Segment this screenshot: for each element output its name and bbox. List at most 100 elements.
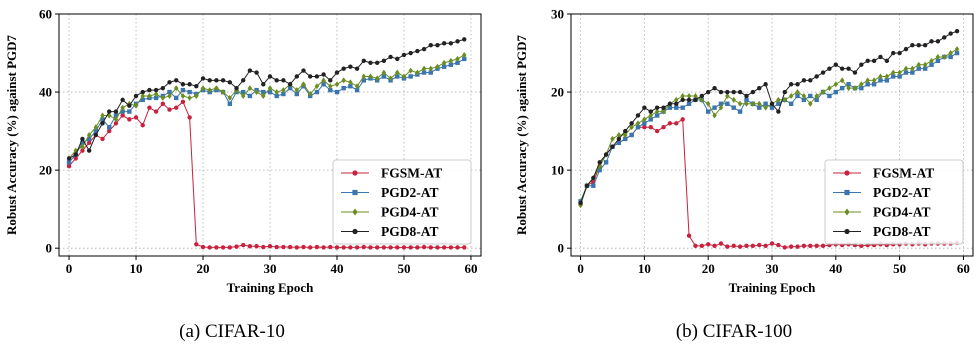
- data-point-diamond: [808, 100, 813, 107]
- data-point: [287, 82, 293, 87]
- series-pgd8-at: [578, 28, 960, 206]
- data-point: [705, 242, 711, 247]
- data-point-square: [86, 136, 92, 142]
- data-point: [462, 37, 467, 42]
- data-point-square: [725, 101, 730, 106]
- data-point: [314, 74, 320, 79]
- data-point-diamond: [247, 85, 253, 92]
- data-point-diamond: [395, 69, 400, 76]
- data-point-diamond: [415, 69, 420, 76]
- data-point-diamond: [354, 83, 360, 90]
- data-point-diamond: [321, 77, 326, 84]
- data-point-diamond: [113, 116, 119, 123]
- data-point-square: [455, 60, 460, 65]
- data-point: [922, 43, 928, 48]
- data-point-square: [321, 82, 326, 87]
- data-point: [415, 48, 420, 54]
- data-point-diamond: [897, 69, 902, 76]
- data-point-diamond: [428, 65, 433, 72]
- data-point: [750, 243, 756, 249]
- data-point-diamond: [307, 91, 313, 97]
- data-point-diamond: [120, 104, 125, 111]
- data-point-diamond: [833, 81, 839, 88]
- data-point-square: [294, 91, 299, 97]
- data-point: [341, 66, 346, 71]
- data-point: [891, 50, 896, 56]
- data-point: [844, 228, 850, 235]
- x-tick-label: 30: [264, 261, 277, 276]
- data-point-square: [648, 117, 653, 122]
- data-point-diamond: [827, 85, 832, 92]
- data-point-diamond: [301, 81, 306, 88]
- data-point: [147, 87, 152, 93]
- data-point: [942, 35, 947, 40]
- data-point: [160, 85, 166, 91]
- data-point: [916, 43, 921, 48]
- data-point: [281, 78, 286, 83]
- data-point-square: [113, 113, 119, 118]
- series-pgd4-at: [66, 52, 467, 162]
- data-point-diamond: [455, 55, 460, 62]
- data-point-diamond: [635, 120, 641, 127]
- data-point: [153, 109, 159, 114]
- data-point: [127, 117, 132, 122]
- data-point: [220, 245, 226, 250]
- data-point-diamond: [725, 92, 730, 99]
- data-point: [227, 245, 233, 250]
- data-point: [629, 121, 634, 126]
- data-point: [254, 244, 259, 249]
- data-point: [194, 84, 199, 89]
- data-point: [846, 66, 851, 71]
- data-point: [591, 175, 596, 181]
- data-point: [661, 124, 666, 130]
- data-point-diamond: [903, 65, 909, 72]
- data-point: [737, 89, 743, 95]
- data-point-square: [839, 85, 845, 91]
- data-point: [107, 109, 112, 114]
- data-point-diamond: [820, 89, 826, 96]
- data-point-diamond: [910, 65, 915, 72]
- data-point: [80, 148, 85, 153]
- data-point: [368, 245, 373, 250]
- data-point: [401, 52, 407, 58]
- data-point-square: [801, 97, 807, 103]
- data-point: [757, 242, 762, 248]
- legend-label: PGD4-AT: [873, 205, 931, 220]
- data-point-diamond: [782, 96, 787, 103]
- data-point-square: [441, 64, 447, 69]
- data-point: [321, 245, 326, 250]
- data-point: [667, 101, 673, 106]
- data-point-square: [616, 140, 622, 146]
- data-point-diamond: [757, 100, 762, 107]
- data-point-diamond: [942, 53, 947, 60]
- data-point: [334, 70, 340, 75]
- data-point-square: [227, 101, 233, 106]
- data-point-diamond: [100, 112, 105, 119]
- data-point: [220, 78, 226, 83]
- data-point-diamond: [281, 87, 286, 94]
- data-point-square: [916, 66, 921, 71]
- data-point: [133, 93, 139, 99]
- data-point: [241, 242, 246, 248]
- data-point: [234, 244, 239, 249]
- data-point: [294, 245, 299, 250]
- data-point: [441, 41, 447, 46]
- data-point: [776, 242, 781, 248]
- data-point-diamond: [712, 112, 717, 119]
- data-point-square: [680, 105, 685, 110]
- figure-caption: (a) CIFAR-10: [179, 321, 285, 342]
- data-point: [744, 93, 749, 99]
- data-point: [725, 89, 730, 95]
- data-point-diamond: [254, 89, 259, 96]
- data-point-diamond: [294, 87, 300, 94]
- data-point: [395, 56, 400, 62]
- data-point: [731, 243, 736, 249]
- data-point: [120, 113, 125, 118]
- data-point: [328, 78, 333, 83]
- data-point-square: [167, 89, 172, 95]
- data-point: [93, 132, 99, 138]
- data-point-diamond: [776, 96, 781, 103]
- data-point-square: [897, 74, 902, 79]
- data-point-square: [833, 89, 839, 95]
